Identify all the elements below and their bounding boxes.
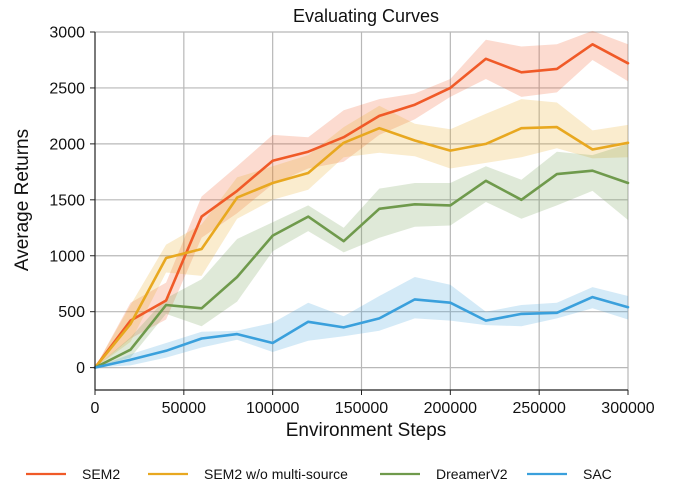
y-tick-label: 2500 xyxy=(49,80,85,97)
series-line xyxy=(93,169,630,369)
plot-area xyxy=(93,30,630,390)
x-tick-label: 200000 xyxy=(424,400,477,417)
confidence-band xyxy=(95,143,628,368)
legend-label: SEM2 w/o multi-source xyxy=(204,466,348,482)
x-tick-label: 150000 xyxy=(335,400,388,417)
y-tick-label: 1500 xyxy=(49,192,85,209)
x-ticks: 0 50000 100000 150000 200000 250000 300000 xyxy=(91,390,655,417)
y-tick-label: 500 xyxy=(58,304,85,321)
x-tick-label: 50000 xyxy=(162,400,207,417)
y-axis-title: Average Returns xyxy=(12,129,33,271)
legend-label: SAC xyxy=(583,466,612,482)
x-tick-label: 100000 xyxy=(246,400,299,417)
series-line xyxy=(93,125,630,369)
chart-title: Evaluating Curves xyxy=(293,6,439,26)
y-tick-label: 1000 xyxy=(49,248,85,265)
y-ticks: 0 500 1000 1500 2000 2500 3000 xyxy=(49,25,95,377)
confidence-band xyxy=(95,30,628,368)
confidence-band xyxy=(95,99,628,368)
x-axis-title: Environment Steps xyxy=(286,420,447,441)
legend-label: DreamerV2 xyxy=(436,466,508,482)
x-tick-label: 300000 xyxy=(601,400,654,417)
series-line xyxy=(93,295,630,369)
x-tick-label: 0 xyxy=(91,400,100,417)
y-tick-label: 0 xyxy=(76,360,85,377)
axes: 0 50000 100000 150000 200000 250000 300000 0 50… xyxy=(49,25,654,418)
legend: SEM2 SEM2 w/o multi-source DreamerV2 SAC xyxy=(26,466,612,482)
series-line xyxy=(93,42,630,369)
legend-label: SEM2 xyxy=(82,466,120,482)
y-tick-label: 3000 xyxy=(49,25,85,42)
series-lines xyxy=(93,42,630,369)
y-tick-label: 2000 xyxy=(49,136,85,153)
x-tick-label: 250000 xyxy=(512,400,565,417)
